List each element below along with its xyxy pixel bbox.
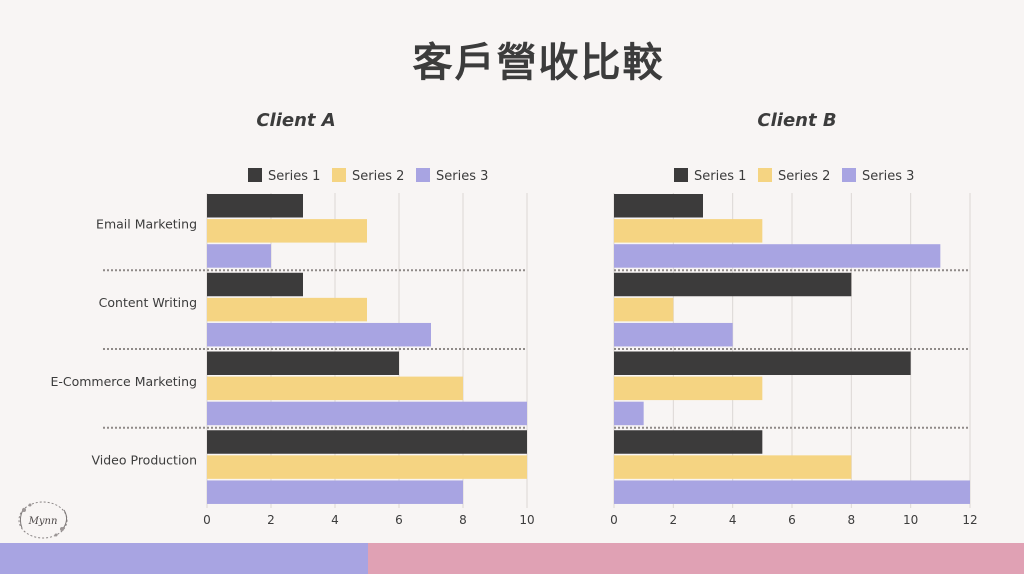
bar-video-production-series-1 [207, 430, 527, 454]
legend-label-series-2: Series 2 [778, 169, 830, 184]
category-label: Content Writing [99, 295, 197, 310]
category-label: Video Production [92, 453, 198, 468]
x-tick-label: 10 [519, 513, 534, 527]
category-label: Email Marketing [96, 216, 197, 231]
bar-video-production-series-3 [614, 480, 970, 504]
chart-title: Client B [757, 110, 836, 131]
bar-e-commerce-marketing-series-2 [207, 376, 463, 401]
legend-label-series-3: Series 3 [436, 169, 488, 184]
floral-wreath-logo-icon: Mynn [18, 501, 68, 539]
bar-content-writing-series-1 [207, 272, 303, 297]
legend-label-series-1: Series 1 [268, 169, 320, 184]
bar-content-writing-series-1 [614, 272, 852, 297]
bar-video-production-series-3 [207, 480, 463, 504]
bar-e-commerce-marketing-series-2 [614, 376, 763, 401]
bar-content-writing-series-2 [207, 297, 367, 322]
footer-band-right [368, 543, 1024, 574]
x-tick-label: 8 [848, 513, 856, 527]
x-tick-label: 4 [729, 513, 737, 527]
bar-content-writing-series-3 [207, 322, 431, 347]
legend-label-series-3: Series 3 [862, 169, 914, 184]
x-tick-label: 6 [395, 513, 403, 527]
bar-e-commerce-marketing-series-1 [207, 351, 399, 375]
bar-email-marketing-series-3 [207, 244, 271, 268]
bar-e-commerce-marketing-series-1 [614, 351, 911, 375]
footer-band-left [0, 543, 368, 574]
bar-e-commerce-marketing-series-3 [614, 401, 644, 426]
category-label: E-Commerce Marketing [50, 374, 197, 389]
page-title: 客戶營收比較 [412, 40, 665, 86]
legend-swatch-series-1 [674, 168, 688, 182]
x-tick-label: 2 [267, 513, 275, 527]
legend-swatch-series-2 [758, 168, 772, 182]
x-tick-label: 10 [903, 513, 918, 527]
x-tick-label: 4 [331, 513, 339, 527]
legend-swatch-series-3 [842, 168, 856, 182]
bar-email-marketing-series-1 [207, 194, 303, 218]
bar-email-marketing-series-2 [207, 219, 367, 243]
bar-video-production-series-1 [614, 430, 763, 454]
bar-video-production-series-2 [614, 455, 852, 479]
legend-swatch-series-2 [332, 168, 346, 182]
legend-swatch-series-3 [416, 168, 430, 182]
chart-title: Client A [256, 110, 335, 131]
logo: Mynn [12, 498, 74, 542]
logo-text: Mynn [28, 516, 58, 527]
bar-content-writing-series-3 [614, 322, 733, 347]
bar-e-commerce-marketing-series-3 [207, 401, 527, 426]
x-tick-label: 6 [788, 513, 796, 527]
x-tick-label: 0 [610, 513, 618, 527]
x-tick-label: 12 [962, 513, 977, 527]
bar-email-marketing-series-1 [614, 194, 703, 218]
x-tick-label: 2 [670, 513, 678, 527]
bar-video-production-series-2 [207, 455, 527, 479]
bar-content-writing-series-2 [614, 297, 674, 322]
legend-label-series-1: Series 1 [694, 169, 746, 184]
legend-swatch-series-1 [248, 168, 262, 182]
legend-label-series-2: Series 2 [352, 169, 404, 184]
chart-client-a: Client A Series 1 Series 2 Series 3 Email Ma… [50, 110, 534, 527]
bar-email-marketing-series-3 [614, 244, 941, 268]
bar-email-marketing-series-2 [614, 219, 763, 243]
x-tick-label: 0 [203, 513, 211, 527]
x-tick-label: 8 [459, 513, 467, 527]
chart-client-b: Client B Series 1 Series 2 Series 3 0 2 4 6 8 10 1… [610, 110, 977, 527]
